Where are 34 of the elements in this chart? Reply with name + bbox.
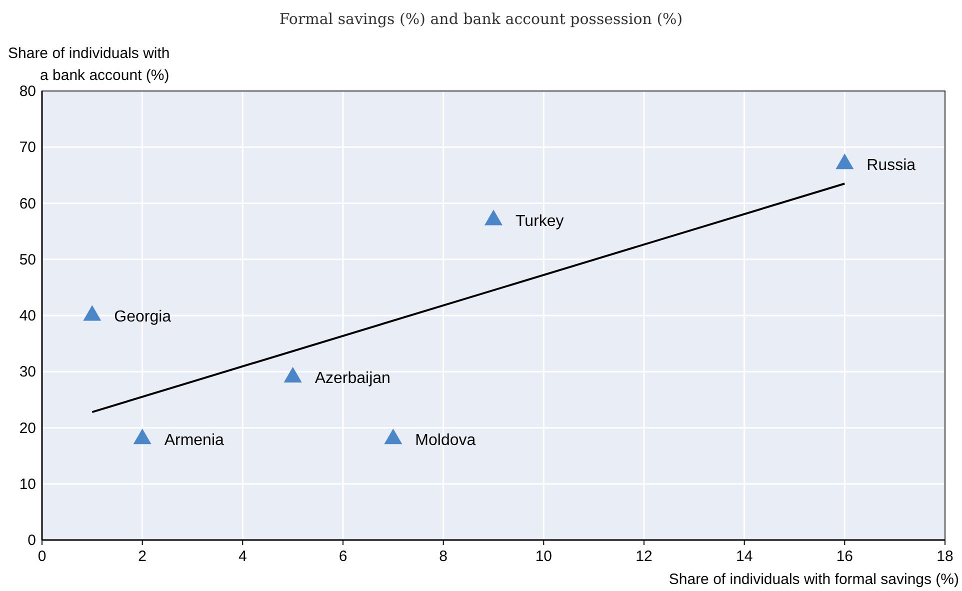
chart-subtitle: Formal savings (%) and bank account possession (%) [279,10,683,28]
point [83,305,102,321]
x-tick-label: 8 [439,548,448,565]
annotation: Russia [866,156,916,174]
point [384,428,402,444]
point [836,154,854,170]
y-axis-title: Share of individuals with a bank account (%) [8,45,170,84]
x-tick-label: 14 [736,548,753,565]
y-tick-label: 60 [19,195,36,212]
y-tick-label: 30 [19,364,36,381]
annotation: Turkey [516,213,564,230]
annotation: Armenia [164,432,224,449]
x-tick-label: 12 [636,548,652,565]
annotation: Moldova [415,432,476,449]
y-tick-label: 20 [19,420,36,437]
y-tick-label: 80 [19,83,36,100]
x-tick-label: 16 [836,548,854,565]
x-tick-label: 18 [936,548,954,565]
annotation: Azerbaijan [314,370,390,388]
x-tick-label: 10 [535,548,552,565]
point [484,210,503,226]
y-tick-label: 50 [19,251,36,268]
x-tick-label: 4 [238,548,247,565]
x-tick-label: 0 [38,548,46,565]
point [133,428,152,444]
y-tick-label: 0 [28,532,36,549]
y-tick-label: 10 [19,476,36,493]
annotation: Georgia [114,308,172,326]
x-axis-title: Share of individuals with formal savings (%) [668,571,959,588]
point [284,366,302,382]
y-tick-label: 70 [19,139,36,156]
y-tick-label: 40 [19,308,36,324]
x-tick-label: 2 [138,548,147,565]
x-tick-label: 6 [338,548,348,565]
